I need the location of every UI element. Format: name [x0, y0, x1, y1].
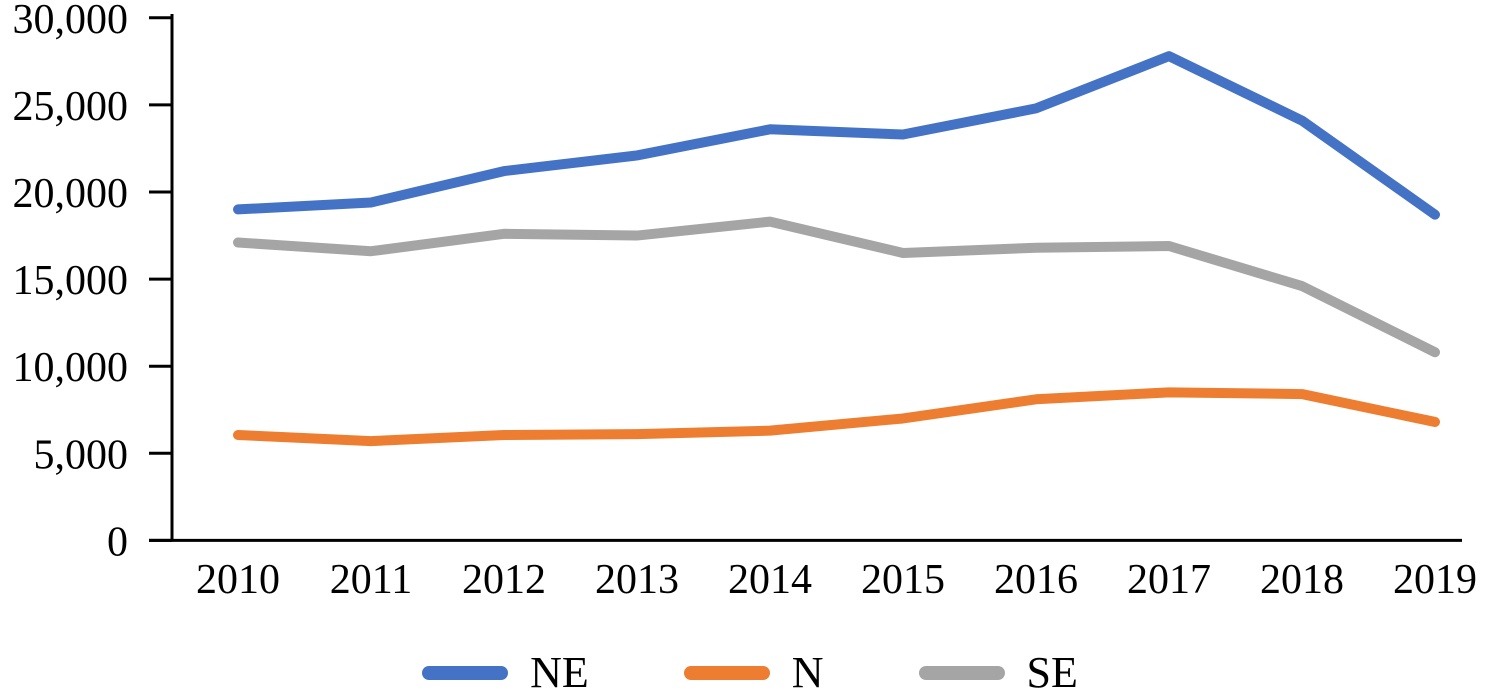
series-line-se [233, 216, 1440, 358]
legend-label-n: N [791, 648, 824, 697]
y-tick-label-15000: 15,000 [13, 258, 129, 304]
legend-line-swatch-se [918, 666, 1005, 680]
series-line-n [233, 387, 1440, 447]
x-tick-label-2011: 2011 [330, 557, 412, 603]
legend-line-swatch-ne [422, 666, 509, 680]
legend-item-ne: NE [422, 651, 589, 695]
x-tick-label-2010: 2010 [196, 557, 280, 603]
x-tick-label-2017: 2017 [1127, 557, 1211, 603]
x-tick-label-2014: 2014 [728, 557, 812, 603]
x-tick-label-2019: 2019 [1393, 557, 1477, 603]
legend-item-se: SE [918, 648, 1078, 697]
y-tick-label-10000: 10,000 [13, 345, 129, 391]
chart-legend: NE N SE [0, 646, 1500, 700]
x-tick-label-2016: 2016 [994, 557, 1078, 603]
x-tick-label-2013: 2013 [595, 557, 679, 603]
x-tick-label-2015: 2015 [861, 557, 945, 603]
series-line-ne [233, 51, 1440, 220]
legend-line-swatch-n [683, 666, 770, 680]
legend-item-n: N [683, 648, 824, 697]
legend-label-se: SE [1026, 648, 1078, 697]
legend-label-ne: NE [530, 648, 589, 697]
y-tick-label-5000: 5,000 [34, 432, 129, 478]
x-tick-label-2018: 2018 [1260, 557, 1344, 603]
x-tick-label-2012: 2012 [462, 557, 546, 603]
y-tick-label-25000: 25,000 [13, 84, 129, 130]
y-tick-label-20000: 20,000 [13, 171, 129, 217]
y-tick-label-30000: 30,000 [13, 0, 129, 43]
y-tick-label-0: 0 [107, 519, 128, 565]
